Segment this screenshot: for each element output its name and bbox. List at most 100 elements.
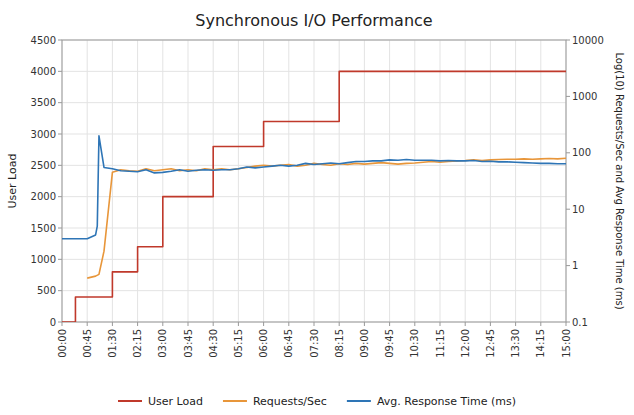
- y-grid-line: [62, 228, 566, 229]
- x-tick: [263, 322, 264, 326]
- x-grid-line: [87, 40, 88, 322]
- y-tick-label: 3500: [31, 97, 56, 108]
- y-tick: [58, 196, 62, 197]
- x-tick-label: 00:00: [57, 329, 68, 358]
- y-grid-line: [62, 102, 566, 103]
- x-tick: [162, 322, 163, 326]
- x-tick: [339, 322, 340, 326]
- x-tick-label: 01:30: [107, 329, 118, 358]
- x-tick: [540, 322, 541, 326]
- y2-tick: [566, 322, 570, 323]
- y-tick: [58, 322, 62, 323]
- x-tick: [566, 322, 567, 326]
- y-tick: [58, 228, 62, 229]
- x-tick: [314, 322, 315, 326]
- x-grid-line: [162, 40, 163, 322]
- y-grid-line: [62, 134, 566, 135]
- x-tick-label: 09:00: [359, 329, 370, 358]
- x-tick-label: 13:30: [510, 329, 521, 358]
- title: Synchronous I/O Performance: [195, 11, 432, 30]
- x-tick-label: 09:45: [384, 329, 395, 358]
- y-tick-label: 4500: [31, 35, 56, 46]
- x-tick: [465, 322, 466, 326]
- x-tick-label: 12:45: [485, 329, 496, 358]
- y-tick-label: 1000: [31, 254, 56, 265]
- x-tick-label: 07:30: [309, 329, 320, 358]
- legend-swatch: [118, 400, 142, 402]
- y-tick: [58, 290, 62, 291]
- x-tick-label: 03:45: [183, 329, 194, 358]
- x-grid-line: [440, 40, 441, 322]
- x-grid-line: [188, 40, 189, 322]
- y2-tick: [566, 96, 570, 97]
- x-tick: [137, 322, 138, 326]
- x-tick-label: 11:15: [435, 329, 446, 358]
- x-tick-label: 12:00: [460, 329, 471, 358]
- y2-tick-label: 1: [572, 260, 578, 271]
- y-grid-line: [62, 196, 566, 197]
- x-grid-line: [414, 40, 415, 322]
- x-grid-line: [137, 40, 138, 322]
- x-grid-line: [364, 40, 365, 322]
- x-tick-label: 00:45: [82, 329, 93, 358]
- x-tick: [87, 322, 88, 326]
- y2-axis-label: Log(10) Requests/Sec and Avg Response Ti…: [614, 52, 625, 309]
- legend-swatch: [347, 400, 371, 402]
- legend-swatch: [223, 400, 247, 402]
- y2-tick-label: 100: [572, 147, 591, 158]
- legend-item: User Load: [118, 395, 203, 408]
- y2-tick-label: 10000: [572, 35, 604, 46]
- y-tick: [58, 165, 62, 166]
- grid: [62, 40, 566, 322]
- y2-tick-label: 0.1: [572, 317, 588, 328]
- y2-axis: 0.1110100100010000: [566, 35, 604, 328]
- x-grid-line: [314, 40, 315, 322]
- y-tick: [58, 259, 62, 260]
- x-tick: [490, 322, 491, 326]
- x-grid-line: [490, 40, 491, 322]
- x-grid-line: [288, 40, 289, 322]
- legend-item: Avg. Response Time (ms): [347, 395, 516, 408]
- y-tick: [58, 71, 62, 72]
- x-grid-line: [263, 40, 264, 322]
- x-grid-line: [238, 40, 239, 322]
- x-grid-line: [540, 40, 541, 322]
- y2-tick-label: 10: [572, 204, 585, 215]
- x-tick-label: 02:15: [132, 329, 143, 358]
- x-grid-line: [465, 40, 466, 322]
- x-tick: [112, 322, 113, 326]
- y-tick-label: 500: [37, 285, 56, 296]
- legend: User LoadRequests/SecAvg. Response Time …: [118, 395, 516, 408]
- y-tick: [58, 102, 62, 103]
- y-tick-label: 4000: [31, 66, 56, 77]
- plot-area: [62, 71, 566, 322]
- x-tick-label: 06:00: [258, 329, 269, 358]
- x-tick-label: 08:15: [334, 329, 345, 358]
- x-tick-label: 15:00: [561, 329, 572, 358]
- y2-tick: [566, 265, 570, 266]
- y-tick-label: 3000: [31, 129, 56, 140]
- y-grid-line: [62, 290, 566, 291]
- x-grid-line: [389, 40, 390, 322]
- x-tick: [288, 322, 289, 326]
- background: [0, 0, 634, 415]
- y-tick-label: 1500: [31, 223, 56, 234]
- x-tick: [62, 322, 63, 326]
- y-axis-label: User Load: [6, 154, 19, 209]
- y-tick-label: 2500: [31, 160, 56, 171]
- x-tick-label: 06:45: [283, 329, 294, 358]
- x-tick: [389, 322, 390, 326]
- x-tick: [414, 322, 415, 326]
- x-tick: [213, 322, 214, 326]
- x-tick: [440, 322, 441, 326]
- legend-label: User Load: [148, 395, 203, 408]
- y2-tick: [566, 40, 570, 41]
- x-tick: [364, 322, 365, 326]
- x-tick: [188, 322, 189, 326]
- x-grid-line: [515, 40, 516, 322]
- x-tick: [238, 322, 239, 326]
- y-tick: [58, 134, 62, 135]
- x-axis: 00:0000:4501:3002:1503:0003:4504:3005:15…: [57, 322, 572, 358]
- chart: 00:0000:4501:3002:1503:0003:4504:3005:15…: [0, 0, 634, 415]
- y-axis: 050010001500200025003000350040004500: [31, 35, 62, 328]
